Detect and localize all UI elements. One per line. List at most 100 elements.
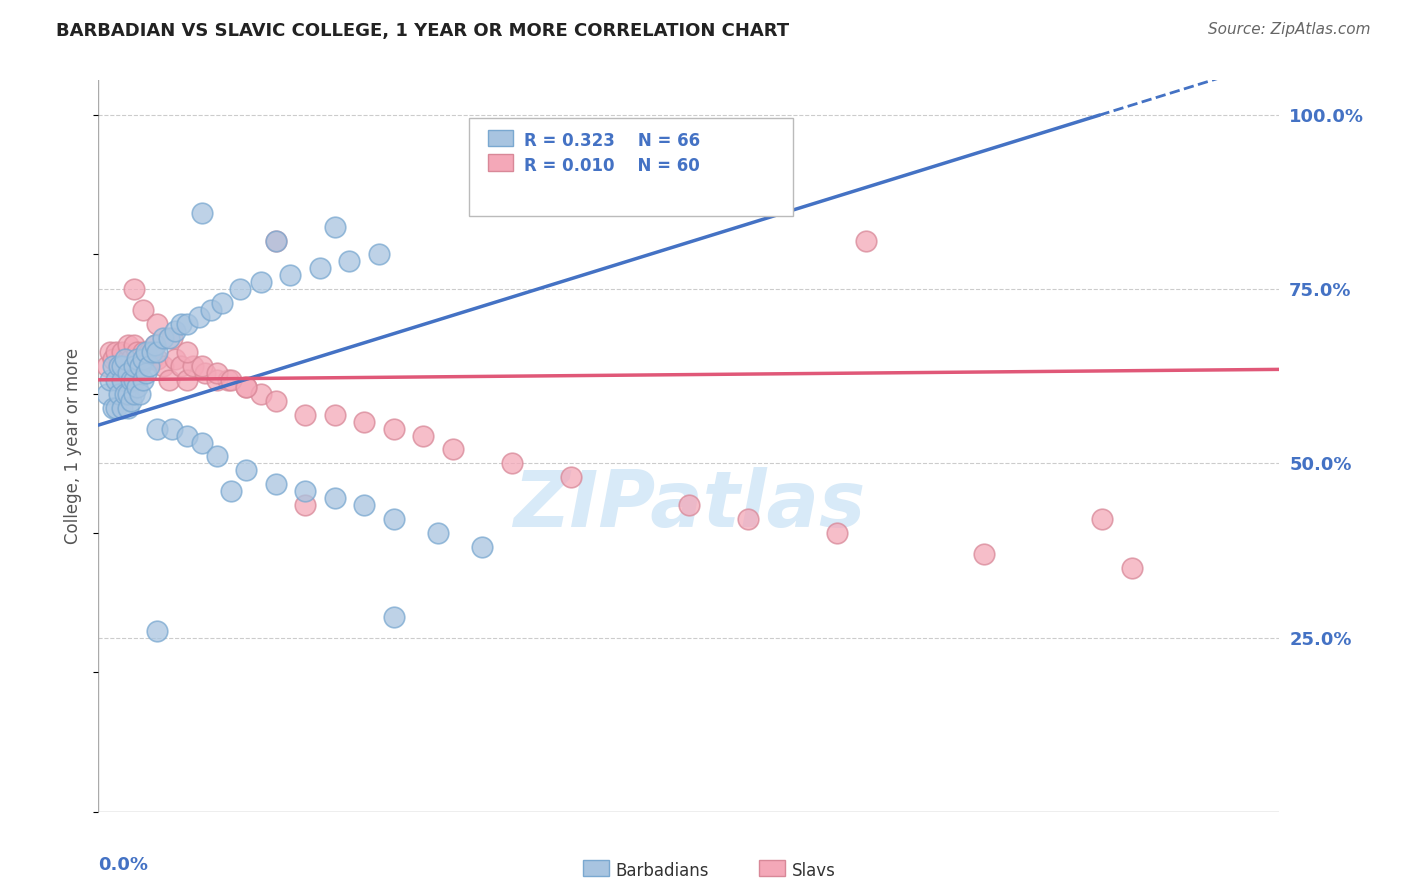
Point <box>108 359 131 373</box>
Point <box>235 380 257 394</box>
Point <box>973 547 995 561</box>
Point <box>132 345 155 359</box>
Point <box>125 345 148 359</box>
Point <box>117 366 139 380</box>
Point <box>146 345 169 359</box>
Point <box>146 624 169 638</box>
Point <box>187 310 209 325</box>
Point <box>111 359 134 373</box>
Point <box>323 219 346 234</box>
Point <box>229 282 252 296</box>
Point <box>560 470 582 484</box>
Point <box>143 338 166 352</box>
Point <box>382 421 405 435</box>
Point <box>138 345 160 359</box>
Point <box>98 373 121 387</box>
Point <box>181 359 204 373</box>
Point <box>117 351 139 366</box>
Point <box>135 366 157 380</box>
Text: Source: ZipAtlas.com: Source: ZipAtlas.com <box>1208 22 1371 37</box>
Point <box>103 401 125 415</box>
Point <box>128 359 150 373</box>
Point <box>146 421 169 435</box>
Point <box>264 234 287 248</box>
Point <box>125 351 148 366</box>
Point <box>117 338 139 352</box>
Point <box>143 338 166 352</box>
Text: Slavs: Slavs <box>792 863 835 880</box>
Point <box>135 345 157 359</box>
Point <box>122 359 145 373</box>
Point <box>162 331 183 345</box>
Point <box>205 366 228 380</box>
Point <box>98 345 121 359</box>
Point <box>1121 561 1143 575</box>
Point <box>105 373 128 387</box>
Point <box>132 303 155 318</box>
Point <box>111 373 134 387</box>
Point <box>353 498 375 512</box>
Point <box>132 373 155 387</box>
Point <box>211 296 233 310</box>
Point <box>122 338 145 352</box>
Point <box>122 373 145 387</box>
Point <box>221 373 243 387</box>
Point <box>294 408 316 422</box>
Point <box>162 421 183 435</box>
Point <box>855 234 877 248</box>
Point <box>264 234 287 248</box>
Point <box>280 268 302 283</box>
Point <box>111 345 134 359</box>
Point <box>128 359 150 373</box>
Point <box>103 351 125 366</box>
Point <box>165 351 187 366</box>
Point <box>138 359 160 373</box>
Point <box>128 386 150 401</box>
Point <box>120 393 142 408</box>
Point <box>108 359 131 373</box>
Point <box>217 373 239 387</box>
Point <box>146 351 169 366</box>
Point <box>309 261 332 276</box>
Point <box>471 540 494 554</box>
Text: Barbadians: Barbadians <box>616 863 710 880</box>
Point <box>412 428 434 442</box>
Text: R = 0.323    N = 66: R = 0.323 N = 66 <box>524 132 700 150</box>
Point <box>122 282 145 296</box>
Point <box>146 317 169 331</box>
Point <box>96 359 118 373</box>
Point <box>117 386 139 401</box>
Text: ZIPatlas: ZIPatlas <box>513 467 865 542</box>
Point <box>108 386 131 401</box>
Point <box>250 275 273 289</box>
Point <box>250 386 273 401</box>
Point <box>191 435 214 450</box>
Point <box>501 457 523 471</box>
Point <box>135 351 157 366</box>
Point <box>339 254 361 268</box>
Point <box>825 526 848 541</box>
Point <box>114 351 136 366</box>
Point <box>294 498 316 512</box>
Point <box>170 359 193 373</box>
Point <box>111 401 134 415</box>
Text: BARBADIAN VS SLAVIC COLLEGE, 1 YEAR OR MORE CORRELATION CHART: BARBADIAN VS SLAVIC COLLEGE, 1 YEAR OR M… <box>56 22 789 40</box>
Point <box>191 205 214 219</box>
Point <box>323 408 346 422</box>
Point <box>427 526 450 541</box>
Text: 0.0%: 0.0% <box>98 855 149 873</box>
Point <box>264 393 287 408</box>
Point <box>176 317 198 331</box>
Point <box>114 386 136 401</box>
Point <box>205 450 228 464</box>
Point <box>678 498 700 512</box>
Point <box>737 512 759 526</box>
Y-axis label: College, 1 year or more: College, 1 year or more <box>65 348 83 544</box>
Point <box>152 359 174 373</box>
Point <box>368 247 391 261</box>
Point <box>141 345 163 359</box>
Point <box>221 484 243 499</box>
Point <box>157 373 180 387</box>
Point <box>132 351 155 366</box>
Point <box>141 351 163 366</box>
